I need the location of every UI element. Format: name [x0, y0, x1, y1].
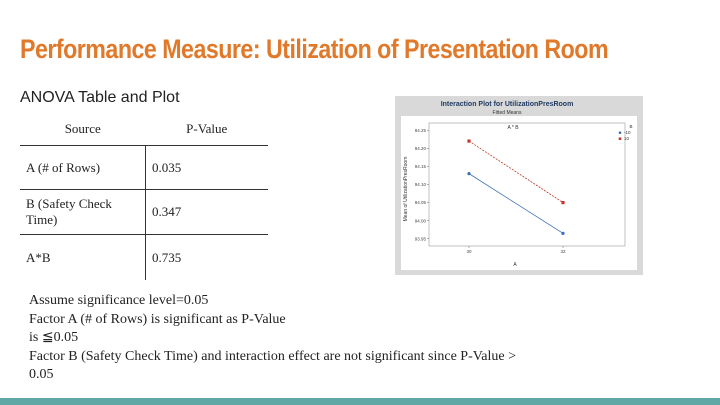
header-source: Source	[20, 113, 146, 146]
x-tick-label: 30	[466, 249, 472, 254]
y-axis-label: Mean of UtilizationPresRoom	[403, 157, 409, 222]
note-line: 0.05	[29, 367, 54, 382]
y-tick-label: 93.95	[415, 236, 427, 241]
plot-area-background	[401, 116, 637, 270]
legend-label: -10	[624, 130, 631, 135]
table-row: A*B 0.735	[20, 234, 268, 280]
note-line: Assume significance level=0.05	[29, 293, 209, 308]
slide-title: Performance Measure: Utilization of Pres…	[20, 34, 609, 64]
note-line: Factor A (# of Rows) is significant as P…	[29, 311, 286, 327]
data-point	[561, 200, 565, 205]
y-tick-label: 94.20	[415, 146, 427, 151]
cell-p-value: 0.735	[152, 249, 182, 265]
interaction-plot: Interaction Plot for UtilizationPresRoom…	[395, 96, 643, 275]
y-tick-label: 94.10	[415, 182, 427, 187]
header-p-value: P-Value	[145, 113, 268, 146]
slide-subtitle: ANOVA Table and Plot	[20, 89, 180, 106]
cell-source: A (# of Rows)	[20, 145, 146, 190]
legend-marker	[618, 137, 622, 140]
y-tick-label: 94.00	[415, 218, 427, 223]
x-axis-label: A	[513, 262, 517, 268]
legend-title: B	[629, 124, 632, 129]
data-point	[467, 172, 471, 176]
chart-subtitle: Fitted Means	[493, 110, 522, 116]
data-point	[467, 139, 471, 143]
legend-marker	[618, 131, 622, 134]
table-row: A (# of Rows) 0.035	[20, 145, 268, 190]
series-line-plus10	[468, 140, 564, 203]
axis-ticks: 94.25 94.20 94.15 94.10 94.05 94.00 93.95 30 32	[415, 128, 566, 254]
data-point	[561, 231, 565, 235]
table-header-row: Source P-Value	[20, 113, 268, 146]
chart-title: Interaction Plot for UtilizationPresRoom	[441, 101, 574, 108]
x-tick-label: 32	[560, 249, 566, 254]
y-tick-label: 94.25	[415, 128, 427, 133]
bottom-accent-bar	[0, 398, 720, 405]
conclusion-notes: Assume significance level=0.05 Factor A …	[29, 292, 516, 385]
y-tick-label: 94.15	[415, 164, 427, 169]
legend-label: 10	[624, 136, 630, 141]
panel-label: A * B	[507, 125, 519, 131]
series-line-minus10	[468, 173, 564, 234]
note-line: Factor B (Safety Check Time) and interac…	[29, 348, 516, 364]
cell-p-value: 0.035	[145, 145, 268, 190]
cell-source: A*B	[20, 234, 146, 280]
cell-source: B (Safety Check Time)	[20, 189, 146, 235]
y-tick-label: 94.05	[415, 200, 427, 205]
note-line: is ≦0.05	[29, 330, 79, 345]
cell-p-value: 0.347	[145, 189, 268, 235]
table-row: B (Safety Check Time) 0.347	[20, 189, 268, 235]
interaction-plot-svg: Interaction Plot for UtilizationPresRoom…	[395, 96, 643, 275]
series-group	[467, 139, 565, 235]
anova-table: Source P-Value A (# of Rows) 0.035 B (Sa…	[20, 113, 268, 280]
